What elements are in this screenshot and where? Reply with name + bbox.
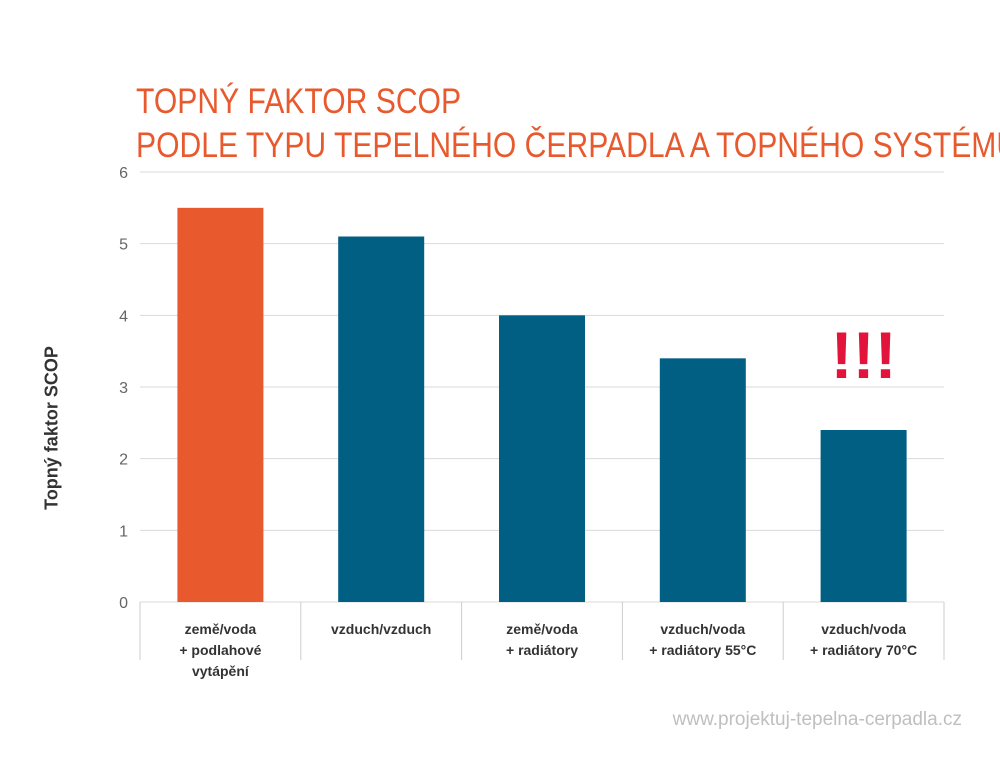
chart-title: TOPNÝ FAKTOR SCOP PODLE TYPU TEPELNÉHO Č… — [136, 80, 1000, 168]
x-tick-label: vzduch/vzduch — [331, 621, 431, 637]
x-tick-label: vzduch/voda — [660, 621, 745, 637]
y-tick-label: 6 — [119, 165, 128, 182]
y-tick-label: 4 — [119, 308, 128, 325]
bar — [177, 207, 264, 603]
chart-title-line-2: PODLE TYPU TEPELNÉHO ČERPADLA A TOPNÉHO … — [136, 126, 1000, 165]
x-tick-label: vzduch/voda — [821, 621, 906, 637]
bar — [659, 358, 746, 602]
bar — [820, 430, 907, 602]
x-tick-label: země/voda — [506, 621, 578, 637]
y-axis-label: Topný faktor SCOP — [41, 346, 62, 510]
x-tick-label: + radiátory 70°C — [810, 642, 917, 658]
y-tick-label: 3 — [119, 380, 128, 397]
x-tick-label: země/voda — [185, 621, 257, 637]
y-tick-label: 2 — [119, 452, 128, 469]
x-tick-label: + radiátory 55°C — [649, 642, 756, 658]
bar — [338, 236, 425, 602]
x-tick-label: vytápění — [192, 663, 250, 679]
y-tick-label: 0 — [119, 595, 128, 612]
x-tick-label: + radiátory — [506, 642, 578, 658]
bar — [499, 315, 585, 602]
x-tick-label: + podlahové — [179, 642, 261, 658]
y-tick-label: 1 — [119, 523, 128, 540]
watermark: www.projektuj-tepelna-cerpadla.cz — [672, 709, 962, 730]
annotation-exclamation: !!! — [831, 318, 897, 392]
chart-title-line-1: TOPNÝ FAKTOR SCOP — [136, 82, 462, 121]
y-tick-label: 5 — [119, 237, 128, 254]
